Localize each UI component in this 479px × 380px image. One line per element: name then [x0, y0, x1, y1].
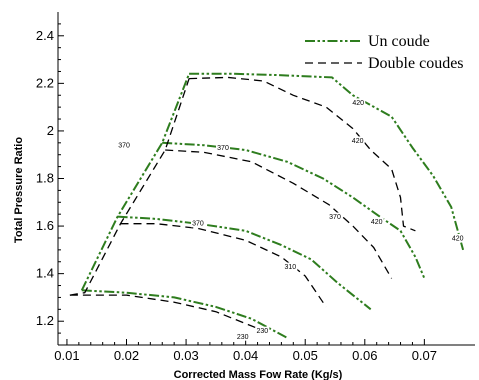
- y-tick-label: 1.8: [36, 171, 54, 186]
- speed-label-bg: [351, 98, 366, 107]
- speed-label-bg: [350, 136, 365, 145]
- x-tick-label: 0.02: [114, 348, 139, 363]
- speed-label: 420: [371, 219, 383, 226]
- speed-label-bg: [190, 219, 205, 228]
- x-tick-label: 0.06: [352, 348, 377, 363]
- speed-label-bg: [450, 233, 465, 242]
- x-tick-label: 0.04: [233, 348, 258, 363]
- un-coude-line-420: [189, 72, 465, 251]
- speed-label-bg: [255, 326, 270, 335]
- y-tick-label: 2: [47, 123, 54, 138]
- y-tick-label: 1.6: [36, 218, 54, 233]
- speed-label: 230: [256, 328, 268, 335]
- speed-label: 420: [352, 138, 364, 145]
- y-tick-label: 2.4: [36, 28, 54, 43]
- speed-label: 420: [352, 100, 364, 107]
- y-tick-label: 1.4: [36, 266, 54, 281]
- un-coude-line-310: [117, 215, 372, 311]
- speed-label-bg: [369, 217, 384, 226]
- speed-label: 370: [118, 143, 130, 150]
- y-tick-label: 2.2: [36, 75, 54, 90]
- data-lines: [69, 72, 465, 339]
- speed-label-bg: [328, 212, 343, 221]
- un-coude-surge-line: [80, 73, 191, 291]
- un-coude-line-230: [81, 289, 288, 339]
- speed-label: 370: [217, 145, 229, 152]
- double-coudes-surge-line: [69, 78, 190, 296]
- speed-label-bg: [235, 332, 250, 341]
- double-coudes-line-420: [189, 76, 416, 232]
- x-tick-label: 0.07: [412, 348, 437, 363]
- x-axis-label: Corrected Mass Fow Rate (Kg/s): [174, 369, 343, 380]
- speed-label-bg: [283, 262, 298, 271]
- double-coudes-line-310: [120, 223, 327, 308]
- y-tick-label: 1.2: [36, 313, 54, 328]
- speed-label: 230: [237, 334, 249, 341]
- legend: Un coude Double coudes: [305, 33, 464, 72]
- speed-label-bg: [216, 143, 231, 152]
- legend-label-un-coude: Un coude: [368, 33, 430, 50]
- speed-label: 310: [284, 264, 296, 271]
- speed-label: 370: [329, 214, 341, 221]
- x-tick-label: 0.03: [173, 348, 198, 363]
- speed-labels: 230 230 370 310 370 370 370 420 420 420 420: [117, 98, 465, 341]
- double-coudes-line-230: [69, 294, 264, 332]
- x-tick-label: 0.05: [293, 348, 318, 363]
- speed-label: 370: [192, 221, 204, 228]
- legend-label-double-coudes: Double coudes: [368, 55, 464, 72]
- speed-label-bg: [117, 141, 132, 150]
- x-tick-label: 0.01: [54, 348, 79, 363]
- speed-label: 420: [452, 235, 464, 242]
- double-coudes-line-370: [165, 149, 393, 279]
- y-axis-label: Total Pressure Ratio: [13, 137, 25, 243]
